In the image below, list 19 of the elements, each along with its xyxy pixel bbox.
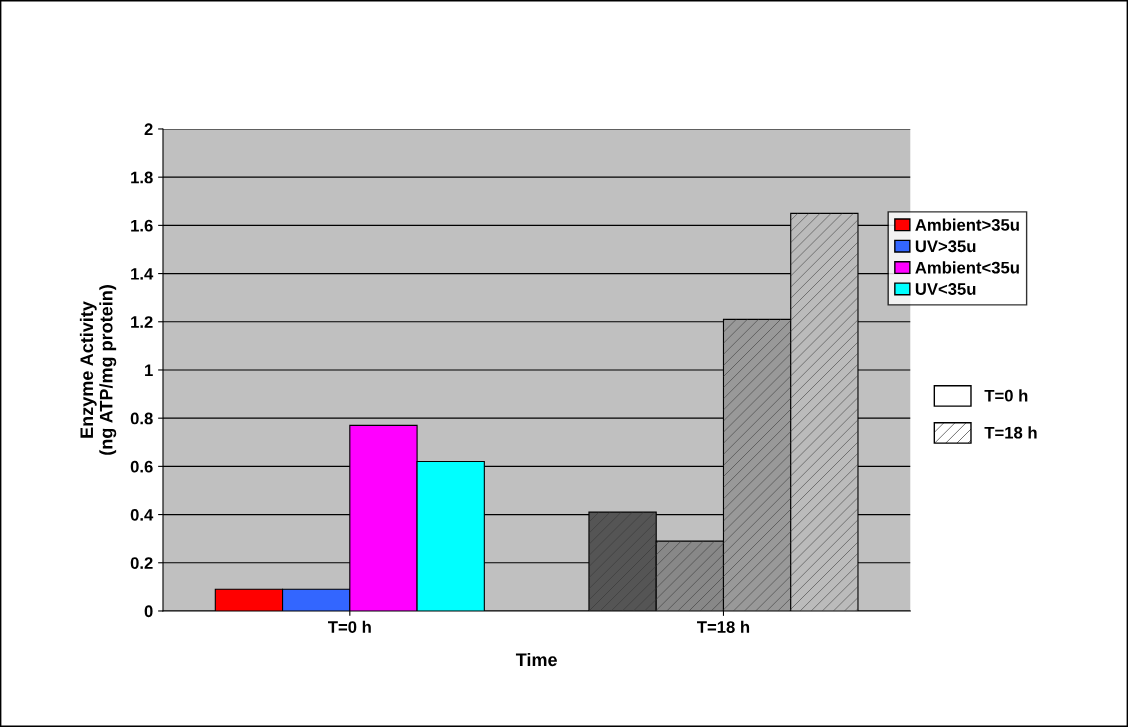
y-axis-title: Enzyme Activity (ng ATP/mg protein) bbox=[79, 285, 117, 455]
y-tick-label: 2 bbox=[144, 123, 153, 136]
y-tick-label: 0.4 bbox=[130, 508, 154, 521]
legend-label: Ambient>35u bbox=[915, 218, 1019, 231]
y-tick-label: 1 bbox=[145, 364, 153, 377]
y-tick-label: 0.8 bbox=[130, 412, 153, 425]
y-tick-label: 1.2 bbox=[131, 316, 153, 328]
legend-label: UV>35u bbox=[915, 240, 976, 253]
category-label: T=18 h bbox=[984, 426, 1037, 439]
y-tick-label: 0.6 bbox=[130, 460, 153, 473]
y-tick-label: 0.2 bbox=[130, 557, 153, 569]
y-tick-label: 1.8 bbox=[131, 171, 153, 184]
category-label: T=0 h bbox=[984, 389, 1028, 402]
y-tick-label: 1.4 bbox=[131, 268, 154, 280]
legend-label: Ambient<35u bbox=[915, 261, 1019, 274]
x-axis-title: Time bbox=[515, 652, 557, 667]
y-tick-label: 0 bbox=[144, 605, 153, 618]
y-tick-label: 1.6 bbox=[131, 219, 153, 232]
legend-label: UV<35u bbox=[915, 283, 976, 295]
